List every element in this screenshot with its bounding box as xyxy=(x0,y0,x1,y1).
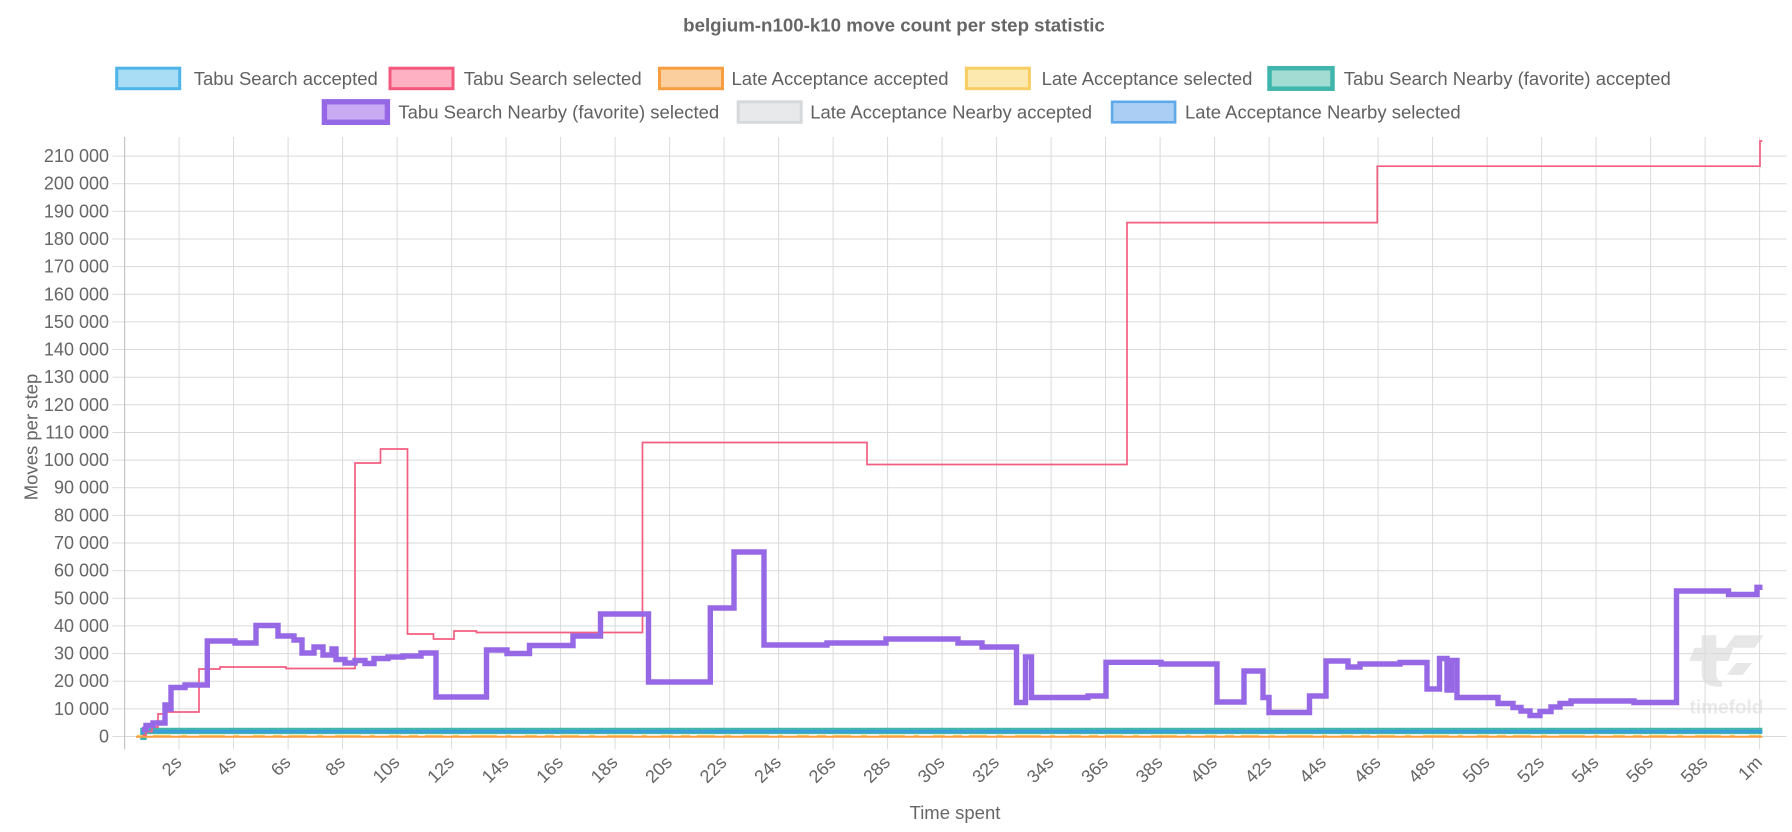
svg-text:60 000: 60 000 xyxy=(54,561,109,581)
svg-text:160 000: 160 000 xyxy=(44,284,109,304)
svg-text:Moves per step: Moves per step xyxy=(21,374,42,500)
svg-text:10 000: 10 000 xyxy=(54,699,109,719)
svg-text:140 000: 140 000 xyxy=(44,340,109,360)
svg-text:170 000: 170 000 xyxy=(44,257,109,277)
svg-text:20 000: 20 000 xyxy=(54,671,109,691)
svg-text:150 000: 150 000 xyxy=(44,312,109,332)
svg-text:200 000: 200 000 xyxy=(44,174,109,194)
svg-text:Tabu Search Nearby (favorite): Tabu Search Nearby (favorite) accepted xyxy=(1344,68,1671,89)
svg-text:Late Acceptance accepted: Late Acceptance accepted xyxy=(732,68,949,89)
svg-text:Tabu Search Nearby (favorite): Tabu Search Nearby (favorite) selected xyxy=(398,102,719,123)
svg-text:120 000: 120 000 xyxy=(44,395,109,415)
svg-text:Late Acceptance selected: Late Acceptance selected xyxy=(1042,68,1253,89)
svg-text:90 000: 90 000 xyxy=(54,478,109,498)
svg-text:70 000: 70 000 xyxy=(54,533,109,553)
svg-text:Tabu Search accepted: Tabu Search accepted xyxy=(194,68,378,89)
svg-text:belgium-n100-k10 move count pe: belgium-n100-k10 move count per step sta… xyxy=(683,15,1105,36)
svg-text:110 000: 110 000 xyxy=(45,423,109,443)
svg-text:0: 0 xyxy=(99,727,109,747)
svg-text:Tabu Search selected: Tabu Search selected xyxy=(464,68,642,89)
svg-text:100 000: 100 000 xyxy=(44,450,109,470)
svg-text:30 000: 30 000 xyxy=(54,644,109,664)
svg-text:130 000: 130 000 xyxy=(44,367,109,387)
svg-text:Late Acceptance Nearby accepte: Late Acceptance Nearby accepted xyxy=(810,102,1092,123)
svg-text:Late Acceptance Nearby selecte: Late Acceptance Nearby selected xyxy=(1185,102,1461,123)
svg-text:80 000: 80 000 xyxy=(54,505,109,525)
svg-text:timefold: timefold xyxy=(1690,698,1764,719)
svg-text:Time spent: Time spent xyxy=(910,802,1001,823)
svg-text:190 000: 190 000 xyxy=(44,201,109,221)
svg-text:50 000: 50 000 xyxy=(54,588,109,608)
svg-text:40 000: 40 000 xyxy=(54,616,109,636)
svg-text:210 000: 210 000 xyxy=(44,146,109,166)
svg-text:180 000: 180 000 xyxy=(44,229,109,249)
